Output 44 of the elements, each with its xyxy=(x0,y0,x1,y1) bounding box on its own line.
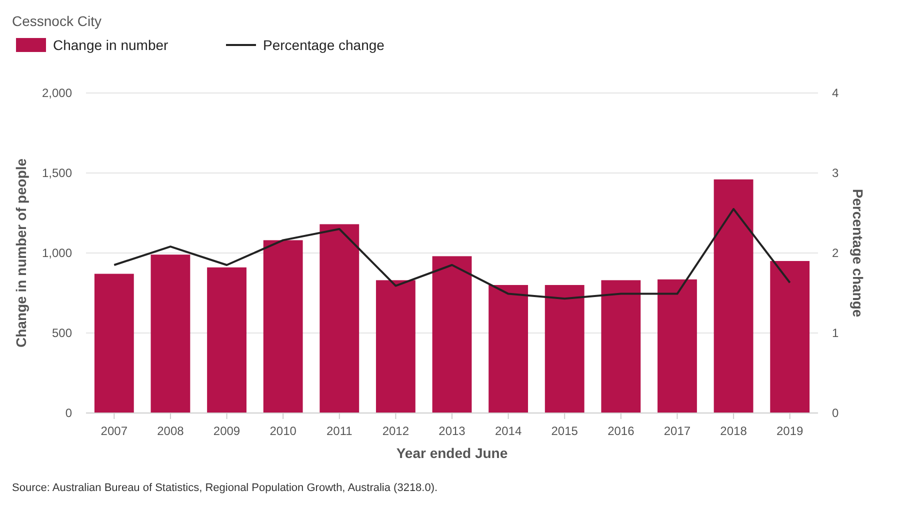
bar xyxy=(263,240,303,413)
bar xyxy=(94,274,134,413)
y2-tick-label: 3 xyxy=(832,166,839,180)
y-tick-label: 1,500 xyxy=(42,166,72,180)
y2-tick-label: 4 xyxy=(832,86,839,100)
x-tick-label: 2010 xyxy=(270,424,297,438)
line-series xyxy=(113,208,791,300)
x-tick-label: 2012 xyxy=(382,424,410,438)
x-tick-label: 2013 xyxy=(438,424,466,438)
source-note: Source: Australian Bureau of Statistics, Regional Population Growth, Australia (3218.0). xyxy=(12,482,438,494)
x-tick-label: 2014 xyxy=(494,424,522,438)
x-tick-label: 2007 xyxy=(100,424,128,438)
bar xyxy=(601,280,641,413)
y-tick-label: 500 xyxy=(52,326,72,340)
x-tick-label: 2008 xyxy=(157,424,184,438)
y2-tick-label: 0 xyxy=(832,406,839,420)
bar xyxy=(432,256,472,413)
y2-axis-title: Percentage change xyxy=(850,188,866,318)
bar xyxy=(150,254,190,413)
y2-tick-label: 1 xyxy=(832,326,839,340)
x-tick-label: 2009 xyxy=(213,424,240,438)
y-tick-label: 2,000 xyxy=(42,86,72,100)
bar xyxy=(320,224,360,413)
x-axis-title: Year ended June xyxy=(396,445,508,461)
chart-title: Cessnock City xyxy=(12,13,102,29)
y2-tick-label: 2 xyxy=(832,246,839,260)
x-tick-label: 2016 xyxy=(608,424,635,438)
x-tick-label: 2011 xyxy=(326,424,353,438)
bar xyxy=(770,261,810,413)
bar xyxy=(658,279,697,413)
y-tick-label: 1,000 xyxy=(42,246,72,260)
bar xyxy=(488,285,528,413)
bar xyxy=(376,280,416,413)
y-axis-title: Change in number of people xyxy=(13,158,29,348)
bar xyxy=(207,267,246,413)
bar xyxy=(544,285,584,413)
x-tick-label: 2017 xyxy=(664,424,691,438)
legend-label: Change in number xyxy=(53,37,169,53)
x-tick-label: 2018 xyxy=(720,424,748,438)
bar xyxy=(714,179,754,413)
legend-label: Percentage change xyxy=(263,37,385,53)
x-tick-label: 2019 xyxy=(776,424,804,438)
x-tick-label: 2015 xyxy=(551,424,578,438)
y-tick-label: 0 xyxy=(65,406,72,420)
